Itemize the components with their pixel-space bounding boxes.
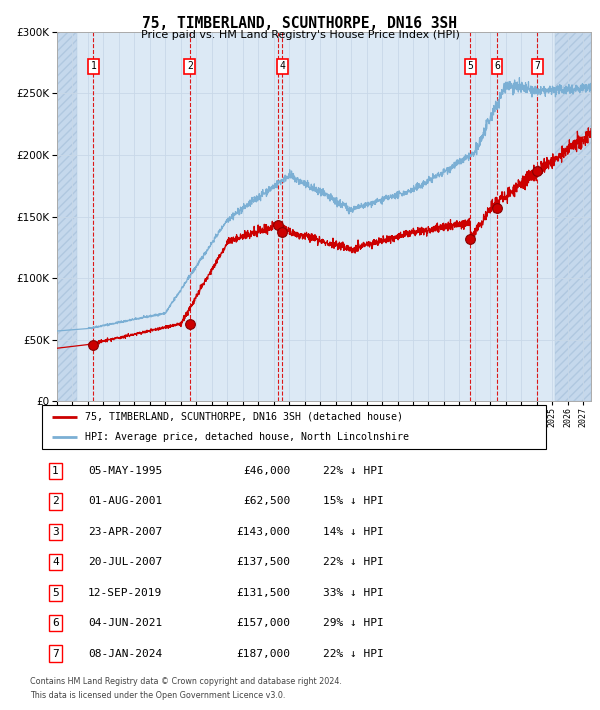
Text: HPI: Average price, detached house, North Lincolnshire: HPI: Average price, detached house, Nort…: [85, 432, 409, 442]
Text: 5: 5: [52, 588, 59, 598]
Text: 22% ↓ HPI: 22% ↓ HPI: [323, 649, 383, 659]
Text: 3: 3: [52, 527, 59, 537]
Text: 22% ↓ HPI: 22% ↓ HPI: [323, 466, 383, 476]
Text: 5: 5: [467, 61, 473, 72]
Text: 04-JUN-2021: 04-JUN-2021: [88, 618, 162, 628]
Text: £62,500: £62,500: [243, 496, 290, 506]
Text: 29% ↓ HPI: 29% ↓ HPI: [323, 618, 383, 628]
Text: £137,500: £137,500: [236, 557, 290, 567]
Text: £143,000: £143,000: [236, 527, 290, 537]
Text: 22% ↓ HPI: 22% ↓ HPI: [323, 557, 383, 567]
Text: 14% ↓ HPI: 14% ↓ HPI: [323, 527, 383, 537]
Text: 01-AUG-2001: 01-AUG-2001: [88, 496, 162, 506]
Text: 6: 6: [494, 61, 500, 72]
Text: 7: 7: [52, 649, 59, 659]
Text: £187,000: £187,000: [236, 649, 290, 659]
Text: 7: 7: [534, 61, 540, 72]
Text: £157,000: £157,000: [236, 618, 290, 628]
Text: 23-APR-2007: 23-APR-2007: [88, 527, 162, 537]
Text: Contains HM Land Registry data © Crown copyright and database right 2024.: Contains HM Land Registry data © Crown c…: [30, 677, 342, 686]
Text: 1: 1: [91, 61, 97, 72]
Text: 1: 1: [52, 466, 59, 476]
Text: 75, TIMBERLAND, SCUNTHORPE, DN16 3SH: 75, TIMBERLAND, SCUNTHORPE, DN16 3SH: [143, 16, 458, 31]
Text: Price paid vs. HM Land Registry's House Price Index (HPI): Price paid vs. HM Land Registry's House …: [140, 30, 460, 40]
Text: 2: 2: [187, 61, 193, 72]
Text: 05-MAY-1995: 05-MAY-1995: [88, 466, 162, 476]
Text: 12-SEP-2019: 12-SEP-2019: [88, 588, 162, 598]
Text: 33% ↓ HPI: 33% ↓ HPI: [323, 588, 383, 598]
Text: This data is licensed under the Open Government Licence v3.0.: This data is licensed under the Open Gov…: [30, 691, 286, 700]
Text: 75, TIMBERLAND, SCUNTHORPE, DN16 3SH (detached house): 75, TIMBERLAND, SCUNTHORPE, DN16 3SH (de…: [85, 412, 403, 422]
Bar: [556, 32, 591, 401]
Text: 4: 4: [279, 61, 285, 72]
Text: 6: 6: [52, 618, 59, 628]
Text: 08-JAN-2024: 08-JAN-2024: [88, 649, 162, 659]
Text: 2: 2: [52, 496, 59, 506]
Text: 4: 4: [52, 557, 59, 567]
Text: 20-JUL-2007: 20-JUL-2007: [88, 557, 162, 567]
Bar: [57, 32, 77, 401]
Text: £131,500: £131,500: [236, 588, 290, 598]
Text: £46,000: £46,000: [243, 466, 290, 476]
Text: 15% ↓ HPI: 15% ↓ HPI: [323, 496, 383, 506]
